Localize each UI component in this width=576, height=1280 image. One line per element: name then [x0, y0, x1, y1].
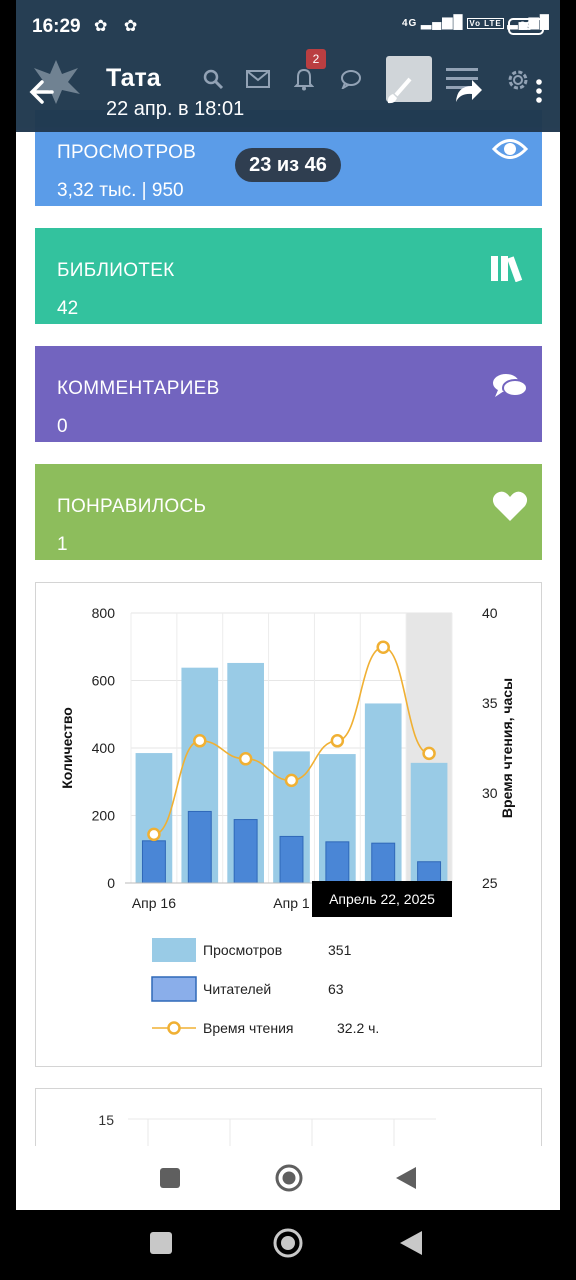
battery-icon: 99 — [508, 18, 544, 35]
home-button[interactable] — [274, 1163, 304, 1193]
reading-time-point — [330, 734, 345, 748]
bell-icon[interactable] — [294, 67, 314, 91]
comments-card[interactable]: КОММЕНТАРИЕВ 0 — [35, 346, 542, 442]
reading-time-point — [284, 773, 299, 788]
y-right-axis-title: Время чтения, часы — [499, 678, 515, 818]
legend-value: 351 — [328, 942, 352, 958]
signal-bars-icon: ▂▄▆█ — [507, 14, 550, 29]
libraries-value: 42 — [57, 298, 79, 319]
y-tick-label: 600 — [92, 673, 116, 689]
readers-bar — [187, 810, 212, 884]
reading-time-point — [193, 734, 207, 748]
site-logo — [32, 60, 80, 104]
readers-bar — [417, 861, 442, 884]
in-app-nav-bar — [16, 1146, 560, 1210]
user-name[interactable]: Тата — [106, 64, 161, 92]
likes-value: 1 — [57, 534, 68, 555]
menu-lines-icon[interactable] — [446, 66, 478, 92]
brush-icon[interactable] — [384, 76, 414, 106]
books-icon — [491, 256, 523, 282]
likes-label: ПОНРАВИЛОСЬ — [57, 496, 207, 517]
back-arrow-icon[interactable] — [28, 72, 56, 112]
volte-label: Vo LTE — [467, 18, 504, 29]
heart-icon — [492, 491, 528, 521]
search-icon[interactable] — [202, 68, 224, 90]
legend-value: 32.2 ч. — [337, 1020, 379, 1036]
page-counter: 23 из 46 — [235, 148, 341, 182]
legend-views-swatch — [152, 938, 196, 962]
x-tick-label: Апр 1 — [273, 895, 310, 911]
legend-readers-swatch — [151, 976, 197, 1002]
system-back-button[interactable] — [400, 1231, 422, 1255]
post-date: 22 апр. в 18:01 — [106, 98, 245, 120]
comments-label: КОММЕНТАРИЕВ — [57, 378, 220, 399]
signal-bars-icon: ▂▄▆█ — [421, 14, 464, 29]
tooltip-box — [312, 881, 452, 917]
network-label: 4G — [402, 18, 418, 29]
system-home-button[interactable] — [272, 1227, 304, 1259]
reading-time-point — [147, 827, 161, 842]
stats-chart: 0 200 400 600 800 25 30 35 40 Количество Время чте… — [35, 582, 542, 1067]
legend-label: Просмотров — [203, 942, 282, 958]
comments-icon — [493, 374, 528, 397]
y-tick-label: 200 — [92, 808, 116, 824]
y-right-tick-label: 30 — [482, 785, 498, 801]
libraries-label: БИБЛИОТЕК — [57, 260, 175, 281]
y-tick-label: 800 — [92, 605, 116, 621]
system-nav-bar — [0, 1210, 576, 1280]
recent-apps-button[interactable] — [160, 1168, 180, 1188]
readers-bar — [325, 841, 350, 884]
chart-svg: 0 200 400 600 800 25 30 35 40 Количество Время чте… — [59, 605, 515, 1036]
y-right-tick-label: 40 — [482, 605, 498, 621]
second-chart-tick: 15 — [98, 1112, 114, 1128]
legend-time-marker — [167, 1021, 181, 1035]
comments-value: 0 — [57, 416, 68, 437]
system-recent-apps-button[interactable] — [150, 1232, 172, 1254]
back-button[interactable] — [396, 1167, 416, 1189]
likes-card[interactable]: ПОНРАВИЛОСЬ 1 — [35, 464, 542, 560]
status-notification-icons: ✿ ✿ — [94, 18, 144, 35]
share-arrow-icon[interactable] — [454, 78, 484, 104]
tooltip-text: Апрель 22, 2025 — [329, 891, 435, 907]
readers-bar — [233, 819, 258, 884]
y-tick-label: 0 — [107, 875, 115, 891]
gear-icon[interactable] — [504, 66, 532, 94]
reading-time-point — [238, 752, 253, 766]
readers-bar — [371, 842, 396, 884]
status-time: 16:29 — [32, 16, 81, 37]
y-tick-label: 400 — [92, 740, 116, 756]
libraries-card[interactable]: БИБЛИОТЕК 42 — [35, 228, 542, 324]
app-header: 16:29 ✿ ✿ 4G ▂▄▆█ Vo LTE ▂▄▆█ 99 Тата 22… — [16, 0, 560, 132]
y-right-tick-label: 25 — [482, 875, 498, 891]
readers-bar — [141, 840, 166, 884]
network-indicator: 4G ▂▄▆█ Vo LTE ▂▄▆█ — [402, 14, 550, 30]
legend-value: 63 — [328, 981, 344, 997]
notification-badge: 2 — [306, 49, 326, 69]
more-vertical-icon[interactable] — [534, 78, 544, 106]
chat-icon[interactable] — [340, 69, 362, 89]
eye-icon — [492, 139, 528, 159]
legend-label: Читателей — [203, 981, 271, 997]
y-right-tick-label: 35 — [482, 695, 498, 711]
legend-label: Время чтения — [203, 1020, 293, 1036]
reading-time-point — [422, 746, 436, 761]
reading-time-point — [376, 640, 390, 654]
mail-icon[interactable] — [246, 70, 270, 88]
y-axis-title: Количество — [59, 707, 75, 789]
app-screen: ПРОСМОТРОВ 3,32 тыс. | 950 БИБЛИОТЕК 42 … — [16, 0, 560, 1210]
views-value: 3,32 тыс. | 950 — [57, 180, 184, 201]
readers-bar — [279, 835, 304, 884]
x-tick-label: Апр 16 — [132, 895, 176, 911]
views-label: ПРОСМОТРОВ — [57, 142, 197, 163]
